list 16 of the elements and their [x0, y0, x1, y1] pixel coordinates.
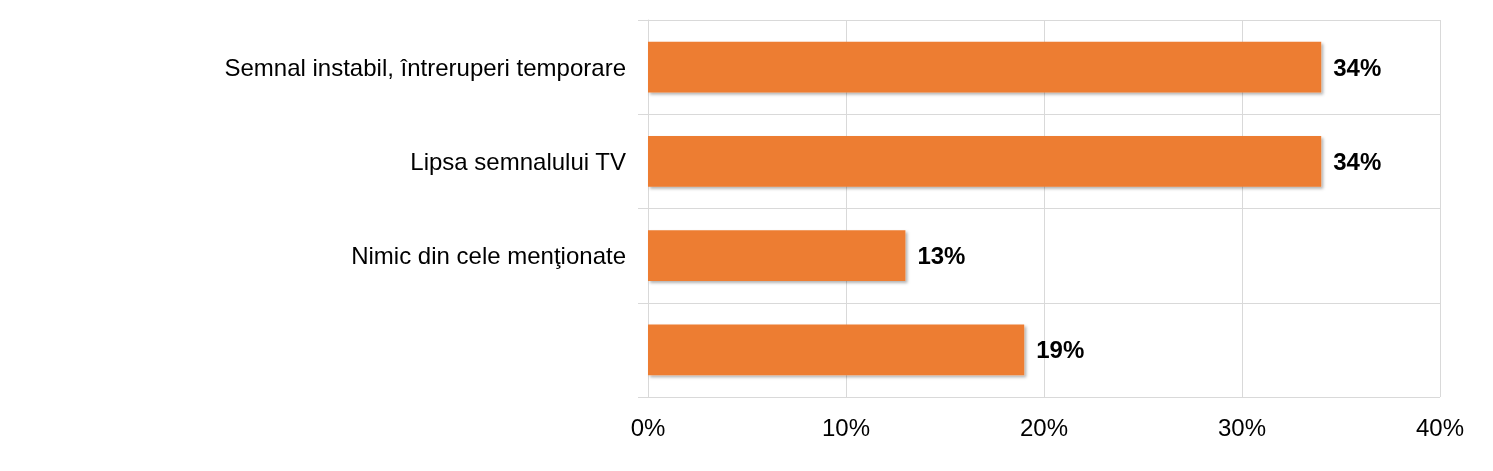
x-tick-label: 10% — [821, 413, 871, 441]
data-label: 34% — [1333, 147, 1382, 175]
y-tick-label: Lipsa semnalului TV — [410, 147, 626, 175]
y-tick-label: Semnal instabil, întreruperi temporare — [224, 53, 626, 81]
x-tick-label: 40% — [1415, 413, 1465, 441]
data-label: 13% — [917, 242, 966, 270]
bar — [648, 41, 1322, 93]
x-tick-label: 20% — [1019, 413, 1069, 441]
data-label: 19% — [1036, 336, 1085, 364]
data-label: 34% — [1333, 53, 1382, 81]
x-tick-label: 30% — [1217, 413, 1267, 441]
bar — [648, 135, 1322, 187]
bar — [648, 230, 906, 282]
y-tick-label: Nimic din cele menţionate — [351, 242, 626, 270]
x-tick-label: 0% — [630, 413, 666, 441]
bar — [648, 324, 1025, 376]
